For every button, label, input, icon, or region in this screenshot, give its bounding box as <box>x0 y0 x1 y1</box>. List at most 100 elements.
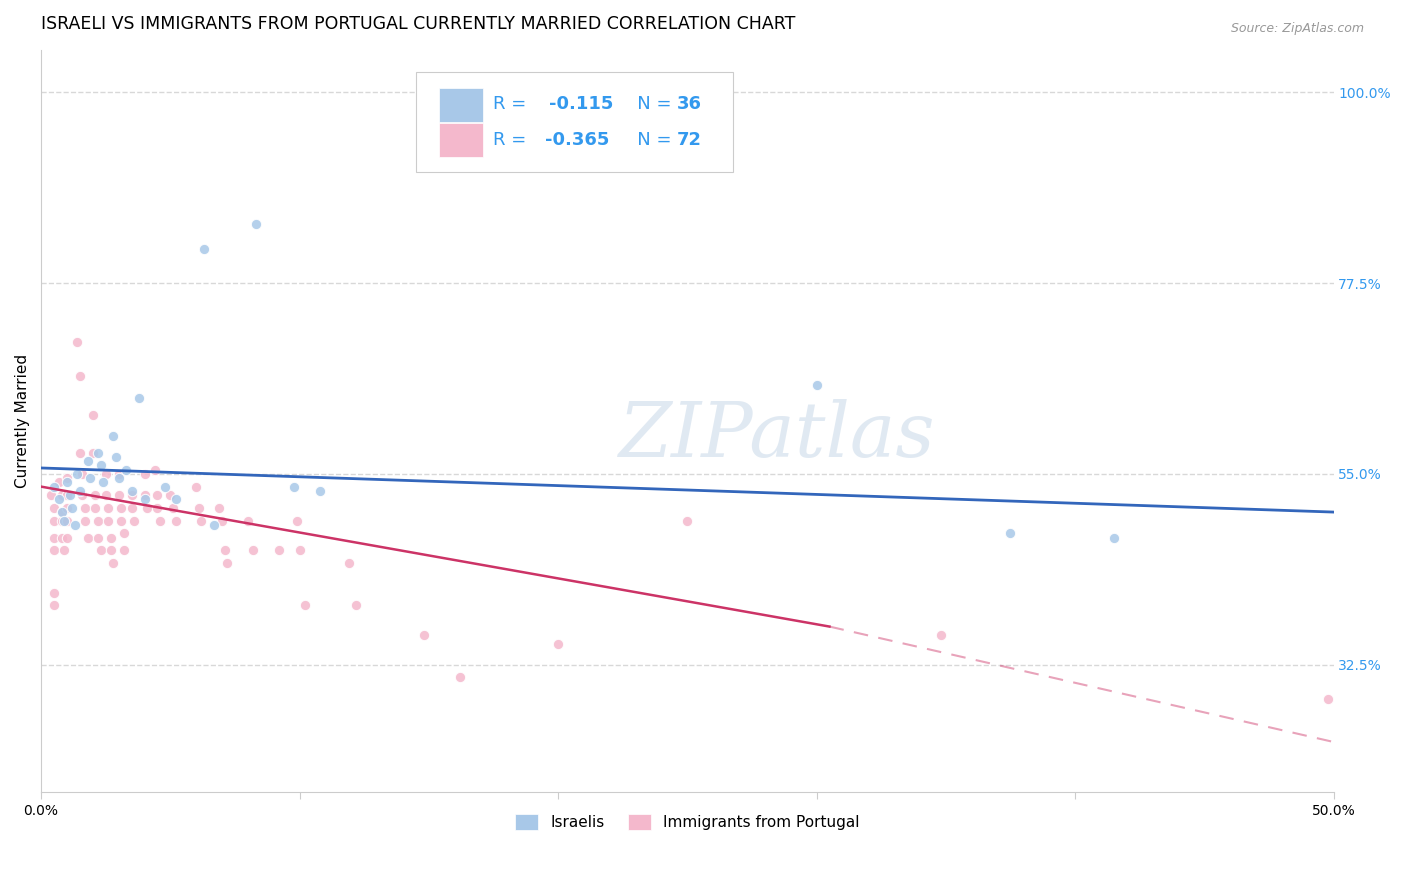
Point <box>134 492 156 507</box>
Point <box>48 492 70 507</box>
Point <box>211 514 233 528</box>
Point <box>48 475 70 490</box>
Text: ISRAELI VS IMMIGRANTS FROM PORTUGAL CURRENTLY MARRIED CORRELATION CHART: ISRAELI VS IMMIGRANTS FROM PORTUGAL CURR… <box>41 15 796 33</box>
Point <box>202 517 225 532</box>
Point <box>134 467 156 481</box>
Point <box>186 480 208 494</box>
Point <box>53 514 76 528</box>
Point <box>84 488 107 502</box>
Point <box>236 514 259 528</box>
Point <box>82 446 104 460</box>
Point <box>53 543 76 558</box>
Point <box>60 500 83 515</box>
Point <box>51 488 73 502</box>
Y-axis label: Currently Married: Currently Married <box>15 354 30 488</box>
FancyBboxPatch shape <box>439 123 484 158</box>
Point <box>267 543 290 558</box>
Text: R =: R = <box>494 95 538 113</box>
Point <box>87 531 110 545</box>
Point <box>51 505 73 519</box>
Point <box>76 531 98 545</box>
Point <box>100 531 122 545</box>
Point <box>69 483 91 498</box>
Point <box>82 408 104 422</box>
Point <box>143 463 166 477</box>
Point <box>56 531 79 545</box>
Point <box>294 599 316 613</box>
Point <box>90 458 112 473</box>
Point <box>929 628 952 642</box>
Text: N =: N = <box>620 95 678 113</box>
Point <box>112 543 135 558</box>
Point <box>58 488 80 502</box>
Point <box>159 488 181 502</box>
Point <box>165 492 187 507</box>
Point <box>42 514 65 528</box>
Point <box>121 488 143 502</box>
Point <box>91 475 114 490</box>
Point <box>69 446 91 460</box>
Point <box>149 514 172 528</box>
Point <box>73 514 96 528</box>
Point <box>87 446 110 460</box>
Point <box>242 543 264 558</box>
FancyBboxPatch shape <box>439 87 484 122</box>
Point <box>187 500 209 515</box>
Point <box>42 500 65 515</box>
FancyBboxPatch shape <box>416 72 733 172</box>
Point <box>122 514 145 528</box>
Point <box>56 514 79 528</box>
Point <box>87 514 110 528</box>
Point <box>66 467 89 481</box>
Point <box>153 480 176 494</box>
Text: -0.365: -0.365 <box>546 131 610 149</box>
Point <box>449 670 471 684</box>
Text: R =: R = <box>494 131 533 149</box>
Point <box>103 428 125 442</box>
Point <box>90 543 112 558</box>
Point <box>76 454 98 468</box>
Point <box>146 488 169 502</box>
Legend: Israelis, Immigrants from Portugal: Israelis, Immigrants from Portugal <box>509 808 866 837</box>
Point <box>41 488 63 502</box>
Point <box>51 505 73 519</box>
Point <box>56 471 79 485</box>
Point <box>94 467 117 481</box>
Point <box>103 556 125 570</box>
Point <box>121 500 143 515</box>
Point <box>51 514 73 528</box>
Point <box>66 335 89 350</box>
Point <box>56 500 79 515</box>
Point <box>56 475 79 490</box>
Text: ZIPatlas: ZIPatlas <box>620 399 936 473</box>
Text: 72: 72 <box>676 131 702 149</box>
Point <box>112 526 135 541</box>
Point <box>42 585 65 599</box>
Point <box>84 500 107 515</box>
Text: N =: N = <box>620 131 678 149</box>
Point <box>806 377 828 392</box>
Point <box>72 488 94 502</box>
Point <box>110 514 132 528</box>
Point <box>337 556 360 570</box>
Text: 36: 36 <box>676 95 702 113</box>
Point <box>128 391 150 405</box>
Point <box>193 242 215 256</box>
Point <box>51 531 73 545</box>
Point <box>162 500 184 515</box>
Point <box>69 369 91 384</box>
Point <box>100 543 122 558</box>
Point <box>42 531 65 545</box>
Point <box>412 628 434 642</box>
Point <box>107 467 129 481</box>
Point <box>94 488 117 502</box>
Point <box>165 514 187 528</box>
Point <box>72 467 94 481</box>
Point <box>214 543 236 558</box>
Point <box>105 450 128 464</box>
Point <box>115 463 138 477</box>
Point <box>110 500 132 515</box>
Point <box>107 471 129 485</box>
Text: -0.115: -0.115 <box>548 95 613 113</box>
Point <box>136 500 159 515</box>
